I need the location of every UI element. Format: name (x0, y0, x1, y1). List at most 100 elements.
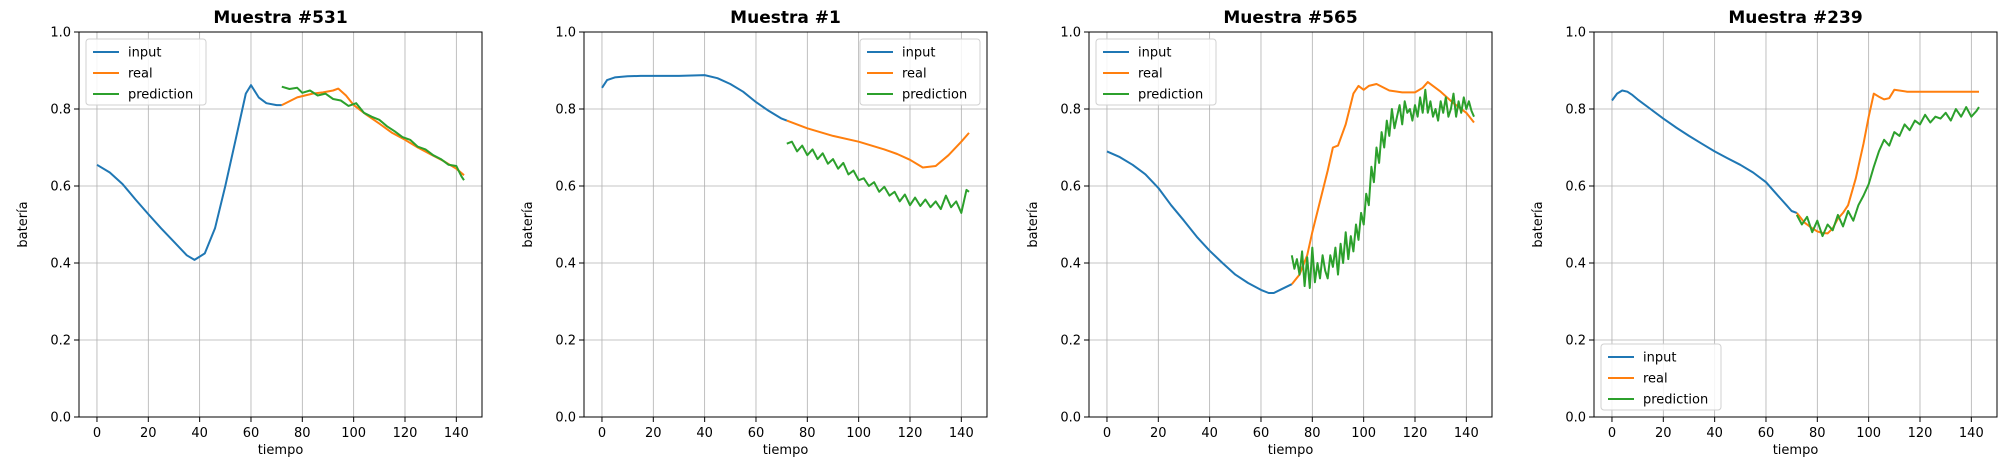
x-tick-label: 120 (1403, 426, 1428, 441)
x-tick-label: 100 (341, 426, 366, 441)
series-line-input (1106, 150, 1293, 294)
chart-title: Muestra #565 (1223, 8, 1357, 28)
x-tick-label: 100 (1351, 426, 1376, 441)
x-axis-label: tiempo (1773, 443, 1819, 458)
x-tick-label: 40 (696, 426, 713, 441)
series-line-prediction (281, 85, 465, 181)
chart-panel-2: 0 20 40 60 80 100 120 140 0.0 0.2 0.4 0.6 0.8 1.0 Mues… (521, 8, 988, 458)
legend-label-prediction: prediction (1138, 88, 1203, 103)
legend-label-real: real (1138, 67, 1163, 82)
x-tick-label: 20 (1655, 426, 1672, 441)
x-tick-label: 120 (898, 426, 923, 441)
y-tick-label: 1.0 (50, 26, 71, 41)
x-tick-label: 60 (1253, 426, 1270, 441)
x-tick-label: 100 (1856, 426, 1881, 441)
y-tick-label: 0.4 (50, 257, 71, 272)
y-tick-label: 0.0 (555, 411, 576, 426)
x-tick-label: 20 (140, 426, 157, 441)
y-axis-label: batería (16, 201, 31, 247)
legend: input real prediction (859, 38, 981, 106)
grid (584, 31, 987, 418)
legend-label-prediction: prediction (128, 88, 193, 103)
x-tick-label: 140 (1959, 426, 1984, 441)
x-tick-label: 60 (243, 426, 260, 441)
y-tick-label: 0.8 (50, 103, 71, 118)
x-tick-label: 80 (1809, 426, 1826, 441)
y-axis-label: batería (1026, 201, 1041, 247)
x-tick-label: 140 (1454, 426, 1479, 441)
x-tick-label: 0 (598, 426, 606, 441)
x-tick-label: 120 (1908, 426, 1933, 441)
series-line-prediction (1290, 88, 1475, 289)
chart-panel-4: 0 20 40 60 80 100 120 140 0.0 0.2 0.4 0.6 0.8 1.0 Mues… (1531, 8, 1998, 458)
x-tick-label: 60 (748, 426, 765, 441)
legend-label-input: input (128, 46, 161, 61)
x-tick-label: 80 (294, 426, 311, 441)
legend-label-real: real (128, 67, 153, 82)
series-line-input (96, 84, 282, 261)
y-tick-label: 0.2 (50, 334, 71, 349)
y-tick-label: 0.4 (1565, 257, 1586, 272)
legend-label-input: input (902, 46, 935, 61)
x-tick-label: 40 (1201, 426, 1218, 441)
x-tick-label: 60 (1758, 426, 1775, 441)
x-tick-label: 20 (1150, 426, 1167, 441)
legend-label-real: real (902, 67, 927, 82)
x-tick-label: 20 (645, 426, 662, 441)
legend-box (1600, 343, 1722, 411)
y-tick-label: 0.2 (1060, 334, 1081, 349)
series-line-real (786, 119, 970, 169)
chart-title: Muestra #531 (213, 8, 347, 28)
legend: input real prediction (85, 38, 207, 106)
legend-label-real: real (1643, 372, 1668, 387)
x-axis-label: tiempo (763, 443, 809, 458)
y-tick-label: 0.6 (555, 180, 576, 195)
plot-frame (1088, 31, 1493, 418)
y-tick-label: 1.0 (555, 26, 576, 41)
y-tick-label: 0.0 (1060, 411, 1081, 426)
y-tick-label: 1.0 (1565, 26, 1586, 41)
series-line-real (1796, 88, 1979, 235)
legend-box (1095, 38, 1217, 106)
legend-label-input: input (1643, 351, 1676, 366)
x-tick-label: 120 (393, 426, 418, 441)
legend-box (85, 38, 207, 106)
y-tick-label: 0.8 (1060, 103, 1081, 118)
y-tick-label: 1.0 (1060, 26, 1081, 41)
series-line-prediction (1795, 106, 1980, 238)
y-tick-label: 0.2 (1565, 334, 1586, 349)
x-axis-label: tiempo (1268, 443, 1314, 458)
legend-label-input: input (1138, 46, 1171, 61)
y-axis-label: batería (521, 201, 536, 247)
y-tick-label: 0.2 (555, 334, 576, 349)
x-tick-label: 0 (1608, 426, 1616, 441)
series-line-real (281, 87, 465, 176)
x-tick-label: 140 (949, 426, 974, 441)
x-tick-label: 0 (93, 426, 101, 441)
chart-panel-3: 0 20 40 60 80 100 120 140 0.0 0.2 0.4 0.6 0.8 1.0 Mues… (1026, 8, 1493, 458)
x-tick-label: 40 (191, 426, 208, 441)
y-tick-label: 0.4 (555, 257, 576, 272)
plot-frame (78, 31, 483, 418)
y-tick-label: 0.0 (50, 411, 71, 426)
legend-label-prediction: prediction (1643, 393, 1708, 408)
y-tick-label: 0.6 (1060, 180, 1081, 195)
series-line-input (601, 74, 788, 122)
x-axis-label: tiempo (258, 443, 304, 458)
x-tick-label: 0 (1103, 426, 1111, 441)
x-tick-label: 80 (799, 426, 816, 441)
chart-panel-1: 0 20 40 60 80 100 120 140 0.0 0.2 0.4 0.6 0.8 1.0 Mues… (16, 8, 483, 458)
legend: input real prediction (1095, 38, 1217, 106)
y-tick-label: 0.8 (1565, 103, 1586, 118)
series-line-prediction (786, 140, 970, 214)
series-line-input (1611, 89, 1798, 214)
x-tick-label: 40 (1706, 426, 1723, 441)
series-line-real (1291, 81, 1475, 285)
plot-frame (1593, 31, 1998, 418)
plot-frame (583, 31, 988, 418)
y-tick-label: 0.0 (1565, 411, 1586, 426)
chart-title: Muestra #239 (1728, 8, 1862, 28)
x-tick-label: 100 (846, 426, 871, 441)
x-tick-label: 80 (1304, 426, 1321, 441)
